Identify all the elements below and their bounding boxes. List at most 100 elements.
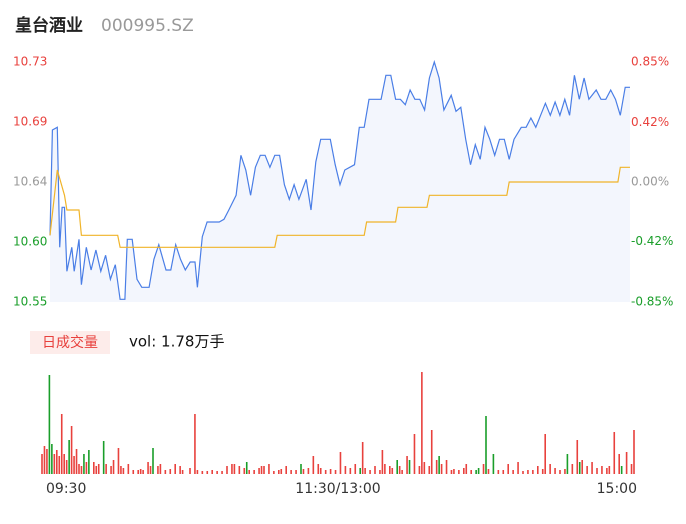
y2-tick-label: -0.85%: [631, 295, 673, 309]
volume-bar: [435, 460, 438, 474]
volume-bar: [463, 468, 465, 474]
volume-bar: [450, 470, 453, 474]
volume-bar: [206, 471, 209, 474]
volume-bar: [60, 414, 63, 474]
volume-bar: [221, 471, 223, 474]
volume-bar: [152, 448, 154, 474]
volume-bar: [317, 464, 320, 474]
volume-bar: [157, 466, 159, 474]
volume-bar: [65, 460, 68, 474]
volume-bar: [120, 466, 122, 474]
volume-bar: [620, 466, 623, 474]
volume-bar: [231, 464, 233, 474]
volume-bar: [571, 464, 574, 474]
volume-bar: [95, 466, 98, 474]
volume-bar: [85, 462, 88, 474]
volume-bar: [181, 470, 184, 474]
volume-bar: [80, 466, 83, 474]
x-tick-label: 09:30: [46, 481, 86, 497]
volume-bar: [421, 372, 423, 474]
volume-bar: [248, 470, 250, 474]
volume-bar: [278, 470, 280, 474]
volume-bar: [43, 446, 46, 474]
volume-bar: [428, 466, 431, 474]
volume-bar: [559, 470, 561, 474]
volume-bar: [487, 469, 490, 474]
volume-bar: [601, 466, 603, 474]
volume-bar: [122, 468, 125, 474]
volume-bar: [512, 470, 514, 474]
volume-bar: [302, 469, 305, 474]
y-tick-label: 10.55: [13, 295, 47, 309]
volume-bar: [537, 466, 539, 474]
volume-bar: [312, 456, 315, 474]
volume-bar: [127, 464, 130, 474]
volume-bar: [273, 471, 275, 474]
volume-bar: [482, 464, 485, 474]
volume-bar: [63, 454, 65, 474]
average-line: [49, 166, 630, 248]
volume-bar: [440, 464, 443, 474]
volume-bar: [532, 470, 534, 474]
volume-bar: [576, 440, 579, 474]
volume-bar: [319, 468, 322, 474]
volume-bar: [418, 466, 421, 474]
volume-bar: [41, 454, 43, 474]
volume-bar: [384, 464, 386, 474]
volume-bar: [268, 464, 270, 474]
volume-bar: [364, 468, 366, 474]
volume-annotation: vol: 1.78万手: [129, 333, 224, 351]
volume-bar: [541, 469, 544, 474]
volume-bar: [339, 452, 342, 474]
volume-bar: [226, 466, 228, 474]
volume-bar: [48, 375, 51, 474]
volume-bar: [189, 468, 191, 474]
volume-bar: [105, 464, 107, 474]
volume-bar: [290, 470, 292, 474]
price-area: [50, 62, 630, 302]
volume-bar: [149, 466, 152, 474]
volume-bar: [578, 462, 581, 474]
volume-bar: [238, 466, 241, 474]
volume-bar: [453, 469, 455, 474]
volume-bar: [132, 470, 135, 474]
volume-bar: [374, 466, 376, 474]
y2-tick-label: 0.85%: [631, 55, 669, 69]
volume-bar: [295, 470, 297, 474]
volume-bar: [334, 470, 337, 474]
volume-bar: [164, 470, 167, 474]
volume-bar: [179, 466, 181, 474]
y-tick-label: 10.73: [13, 55, 47, 69]
volume-bar: [361, 442, 364, 474]
volume-bar: [522, 471, 524, 474]
volume-bar: [544, 434, 546, 474]
volume-bar: [502, 470, 505, 474]
y2-tick-label: 0.42%: [631, 115, 669, 129]
y2-tick-label: -0.42%: [631, 234, 673, 248]
volume-bar: [51, 444, 53, 474]
volume-bar: [349, 468, 352, 474]
volume-bar: [591, 462, 593, 474]
volume-bar: [194, 414, 196, 474]
volume-bar: [445, 460, 448, 474]
volume-bar: [83, 454, 85, 474]
volume-bar: [56, 450, 58, 474]
volume-bar: [406, 456, 408, 474]
volume-bar: [625, 452, 628, 474]
volume-bar: [566, 454, 569, 474]
volume-bar: [396, 460, 398, 474]
volume-bar: [245, 462, 248, 474]
volume-bar: [147, 462, 149, 474]
volume-bar: [475, 470, 477, 474]
volume-bar: [413, 434, 416, 474]
volume-bar: [211, 470, 213, 474]
volume-bar: [216, 471, 218, 474]
volume-bar: [285, 466, 287, 474]
volume-bar: [139, 469, 142, 474]
volume-bar: [117, 448, 120, 474]
x-tick-label: 11:30/13:00: [295, 481, 380, 497]
volume-title: 日成交量: [42, 334, 98, 351]
volume-bar: [93, 462, 95, 474]
volume-bar: [507, 464, 509, 474]
